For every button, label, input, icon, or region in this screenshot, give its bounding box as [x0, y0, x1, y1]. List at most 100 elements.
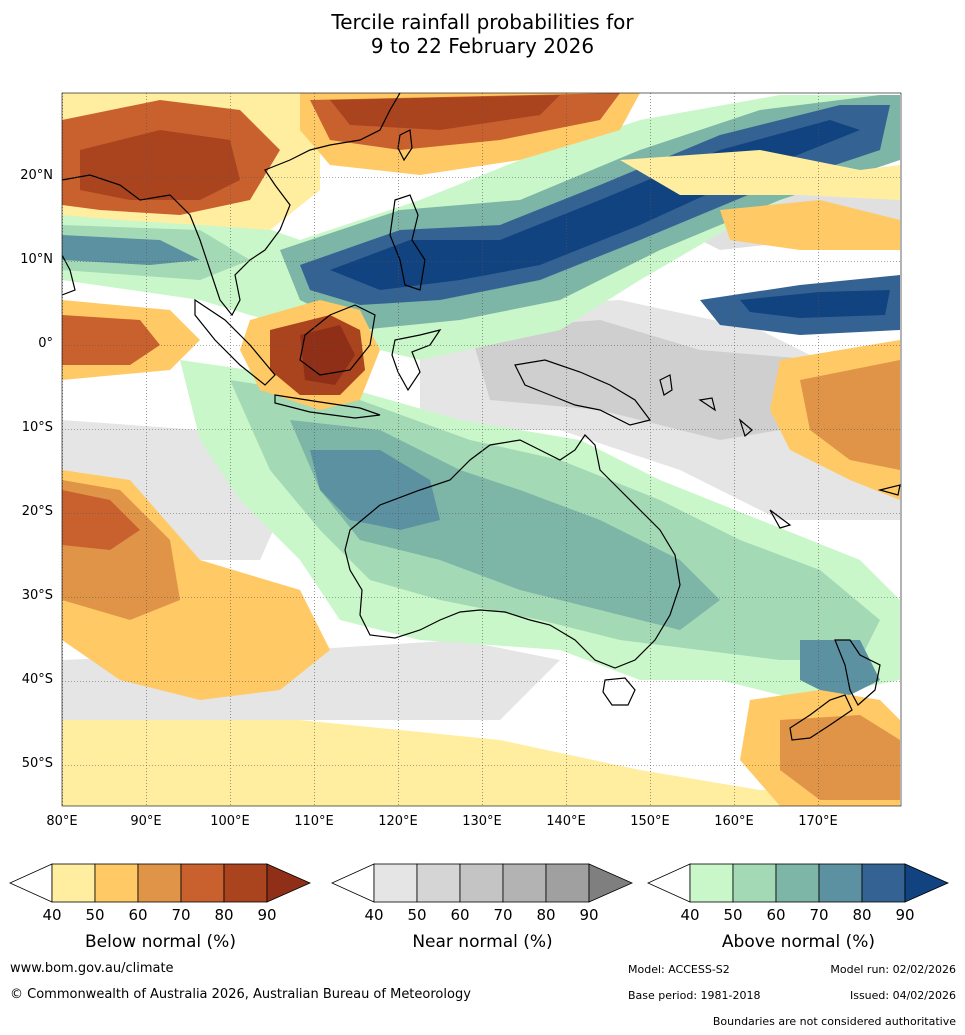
footer-model: Model: ACCESS-S2	[628, 963, 730, 976]
lat-label-10n: 10°N	[20, 252, 53, 267]
legend-tick: 90	[579, 906, 599, 924]
colorbar-segment	[545, 863, 590, 903]
colorbar-low-extension	[9, 863, 53, 903]
footer-website: www.bom.gov.au/climate	[10, 961, 174, 976]
below-normal-region	[62, 720, 900, 806]
footer-disclaimer: Boundaries are not considered authoritat…	[712, 1015, 956, 1028]
below-normal-region	[780, 715, 900, 800]
legend-tick: 50	[723, 906, 743, 924]
lat-label-50s: 50°S	[21, 756, 53, 771]
legend-tick: 50	[407, 906, 427, 924]
probability-field	[62, 93, 901, 806]
lon-label-170e: 170°E	[798, 814, 838, 829]
near-normal-region	[470, 320, 840, 440]
lon-label-150e: 150°E	[630, 814, 670, 829]
lat-label-20n: 20°N	[20, 168, 53, 183]
legend-caption: Below normal (%)	[85, 932, 236, 952]
legend-tick: 90	[895, 906, 915, 924]
legend-caption: Near normal (%)	[412, 932, 553, 952]
lon-label-160e: 160°E	[714, 814, 754, 829]
lon-label-90e: 90°E	[130, 814, 162, 829]
legend-below-normal: 40 50 60 70 80 90 Below normal (%)	[8, 862, 313, 952]
colorbar-segment	[689, 863, 734, 903]
title-line-1: Tercile rainfall probabilities for	[331, 10, 634, 34]
legend-above-normal-colorbar	[647, 863, 949, 903]
colorbar-high-extension	[904, 863, 949, 903]
legend-tick: 70	[493, 906, 513, 924]
legend-near-normal-colorbar	[331, 863, 633, 903]
colorbar-high-extension	[588, 863, 633, 903]
colorbar-segment	[775, 863, 820, 903]
below-normal-region	[80, 130, 240, 200]
legend-near-normal: 40 50 60 70 80 90 Near normal (%)	[330, 862, 635, 952]
lon-label-110e: 110°E	[294, 814, 334, 829]
taiwan-outline	[397, 129, 413, 162]
pacific-islands-outline	[659, 374, 901, 529]
sumatra-outline	[194, 298, 276, 386]
above-normal-region	[310, 450, 440, 530]
map-area: 20°N 10°N 0° 10°S 20°S 30°S 40°S 50°S 80…	[20, 92, 902, 829]
below-normal-region	[330, 95, 560, 130]
colorbar-segment	[818, 863, 863, 903]
legend-tick: 70	[171, 906, 191, 924]
lon-label-120e: 120°E	[378, 814, 418, 829]
map-title: Tercile rainfall probabilities for 9 to …	[0, 10, 965, 58]
gridlines	[62, 93, 901, 806]
footer-issued: Issued: 04/02/2026	[849, 989, 956, 1002]
below-normal-region	[620, 150, 900, 200]
australia-outline	[344, 434, 681, 669]
new-zealand-north-outline	[834, 639, 881, 706]
new-zealand-south-outline	[789, 694, 853, 741]
below-normal-region	[800, 360, 900, 470]
colorbar-segment	[180, 863, 225, 903]
sulawesi-outline	[391, 329, 442, 392]
below-normal-region	[62, 315, 160, 365]
colorbar-low-extension	[331, 863, 375, 903]
asia-mainland-outline	[62, 93, 401, 317]
lat-label-10s: 10°S	[21, 420, 53, 435]
legend-tick: 80	[214, 906, 234, 924]
colorbar-segment	[51, 863, 96, 903]
legend-tick: 50	[85, 906, 105, 924]
legend-tick: 60	[450, 906, 470, 924]
borneo-outline	[299, 304, 376, 376]
lon-label-80e: 80°E	[46, 814, 78, 829]
legend-tick: 60	[766, 906, 786, 924]
legend-caption: Above normal (%)	[721, 932, 876, 952]
legend-tick: 60	[128, 906, 148, 924]
colorbar-segment	[373, 863, 418, 903]
colorbar-segment	[223, 863, 268, 903]
legend-tick: 70	[809, 906, 829, 924]
colorbar-low-extension	[647, 863, 691, 903]
above-normal-region	[740, 290, 890, 318]
lat-label-20s: 20°S	[21, 504, 53, 519]
colorbar-segment	[416, 863, 461, 903]
legend-tick: 90	[257, 906, 277, 924]
lon-label-130e: 130°E	[462, 814, 502, 829]
lat-label-0: 0°	[38, 336, 53, 351]
colorbar-segment	[137, 863, 182, 903]
lon-label-100e: 100°E	[210, 814, 250, 829]
title-line-2: 9 to 22 February 2026	[370, 34, 595, 58]
new-guinea-outline	[514, 359, 652, 426]
india-outline	[62, 254, 76, 296]
below-normal-region	[720, 200, 900, 250]
colorbar-segment	[459, 863, 504, 903]
philippines-outline	[389, 194, 426, 291]
java-outline	[274, 394, 381, 419]
colorbar-segment	[502, 863, 547, 903]
legend-above-normal: 40 50 60 70 80 90 Above normal (%)	[646, 862, 951, 952]
lat-label-40s: 40°S	[21, 672, 53, 687]
above-normal-region	[62, 235, 200, 265]
colorbar-segment	[732, 863, 777, 903]
colorbar-high-extension	[266, 863, 311, 903]
map-frame	[61, 92, 902, 807]
legend-tick: 40	[42, 906, 62, 924]
lon-label-140e: 140°E	[546, 814, 586, 829]
legend-tick: 80	[852, 906, 872, 924]
footer-base-period: Base period: 1981-2018	[628, 989, 761, 1002]
coastlines	[62, 93, 901, 741]
legend-tick: 40	[364, 906, 384, 924]
colorbar-segment	[94, 863, 139, 903]
legend-tick: 80	[536, 906, 556, 924]
